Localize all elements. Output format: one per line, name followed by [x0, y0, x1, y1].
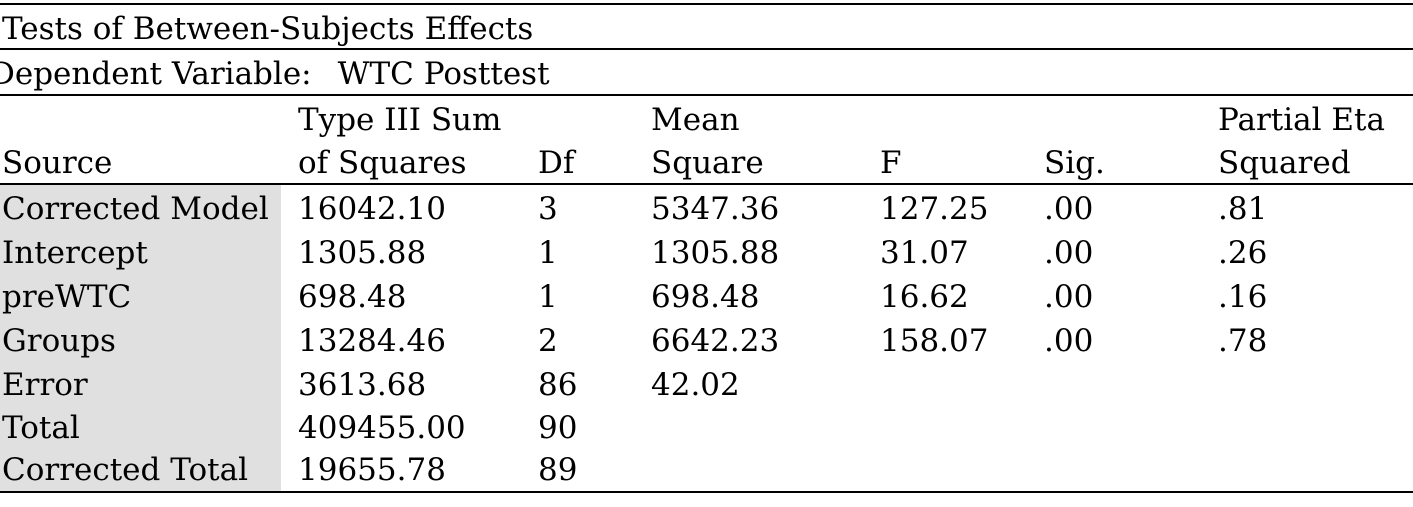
df-cell: 1 [538, 279, 558, 315]
df-cell: 89 [538, 452, 578, 488]
mean-square-cell: 1305.88 [651, 235, 780, 271]
df-cell: 2 [538, 323, 558, 359]
partial-eta-cell: .81 [1218, 191, 1268, 227]
f-cell: 158.07 [880, 323, 989, 359]
depvar-rule [0, 94, 1413, 96]
sum-of-squares-cell: 3613.68 [298, 367, 427, 403]
partial-eta-cell: .16 [1218, 279, 1268, 315]
table-row: Groups 13284.46 2 6642.23 158.07 .00 .78 [0, 319, 1413, 363]
table-row: preWTC 698.48 1 698.48 16.62 .00 .16 [0, 275, 1413, 319]
table-row: Corrected Model 16042.10 3 5347.36 127.2… [0, 187, 1413, 231]
f-cell: 31.07 [880, 235, 969, 271]
mean-square-cell: 6642.23 [651, 323, 780, 359]
mean-square-cell: 5347.36 [651, 191, 780, 227]
table-row: Error 3613.68 86 42.02 [0, 363, 1413, 407]
sum-of-squares-cell: 409455.00 [298, 410, 466, 446]
sum-of-squares-cell: 698.48 [298, 279, 407, 315]
source-cell: Error [2, 367, 88, 403]
sig-cell: .00 [1044, 191, 1094, 227]
source-cell: Corrected Model [2, 191, 269, 227]
table-row: Intercept 1305.88 1 1305.88 31.07 .00 .2… [0, 231, 1413, 275]
mean-square-cell: 42.02 [651, 367, 740, 403]
header-rule [0, 183, 1413, 185]
dependent-variable-label: Dependent Variable: [0, 56, 312, 92]
header-f: F [880, 145, 902, 181]
header-partial-eta-line2: Squared [1218, 145, 1351, 181]
dependent-variable-value: WTC Posttest [337, 56, 550, 92]
source-cell: Intercept [2, 235, 148, 271]
header-source: Source [2, 145, 113, 181]
df-cell: 3 [538, 191, 558, 227]
header-mean-square-line2: Square [651, 145, 764, 181]
sig-cell: .00 [1044, 323, 1094, 359]
partial-eta-cell: .78 [1218, 323, 1268, 359]
sum-of-squares-cell: 19655.78 [298, 452, 446, 488]
header-sum-of-squares-line2: of Squares [298, 145, 467, 181]
table-row: Corrected Total 19655.78 89 [0, 448, 1413, 492]
df-cell: 1 [538, 235, 558, 271]
top-rule [0, 3, 1413, 5]
source-cell: preWTC [2, 279, 132, 315]
table-row: Total 409455.00 90 [0, 406, 1413, 450]
f-cell: 16.62 [880, 279, 969, 315]
table-title: Tests of Between-Subjects Effects [2, 11, 534, 47]
sig-cell: .00 [1044, 279, 1094, 315]
header-partial-eta-line1: Partial Eta [1218, 102, 1385, 138]
sum-of-squares-cell: 13284.46 [298, 323, 446, 359]
source-cell: Total [2, 410, 80, 446]
header-sum-of-squares-line1: Type III Sum [298, 102, 502, 138]
source-cell: Groups [2, 323, 116, 359]
f-cell: 127.25 [880, 191, 989, 227]
bottom-rule [0, 491, 1413, 493]
source-column-shading [0, 185, 281, 492]
header-sig: Sig. [1044, 145, 1105, 181]
df-cell: 90 [538, 410, 578, 446]
sum-of-squares-cell: 16042.10 [298, 191, 446, 227]
title-rule [0, 48, 1413, 50]
partial-eta-cell: .26 [1218, 235, 1268, 271]
header-df: Df [538, 145, 575, 181]
sum-of-squares-cell: 1305.88 [298, 235, 427, 271]
mean-square-cell: 698.48 [651, 279, 760, 315]
source-cell: Corrected Total [2, 452, 249, 488]
sig-cell: .00 [1044, 235, 1094, 271]
header-mean-square-line1: Mean [651, 102, 740, 138]
dependent-variable-line: Dependent Variable: WTC Posttest [0, 57, 550, 91]
df-cell: 86 [538, 367, 578, 403]
